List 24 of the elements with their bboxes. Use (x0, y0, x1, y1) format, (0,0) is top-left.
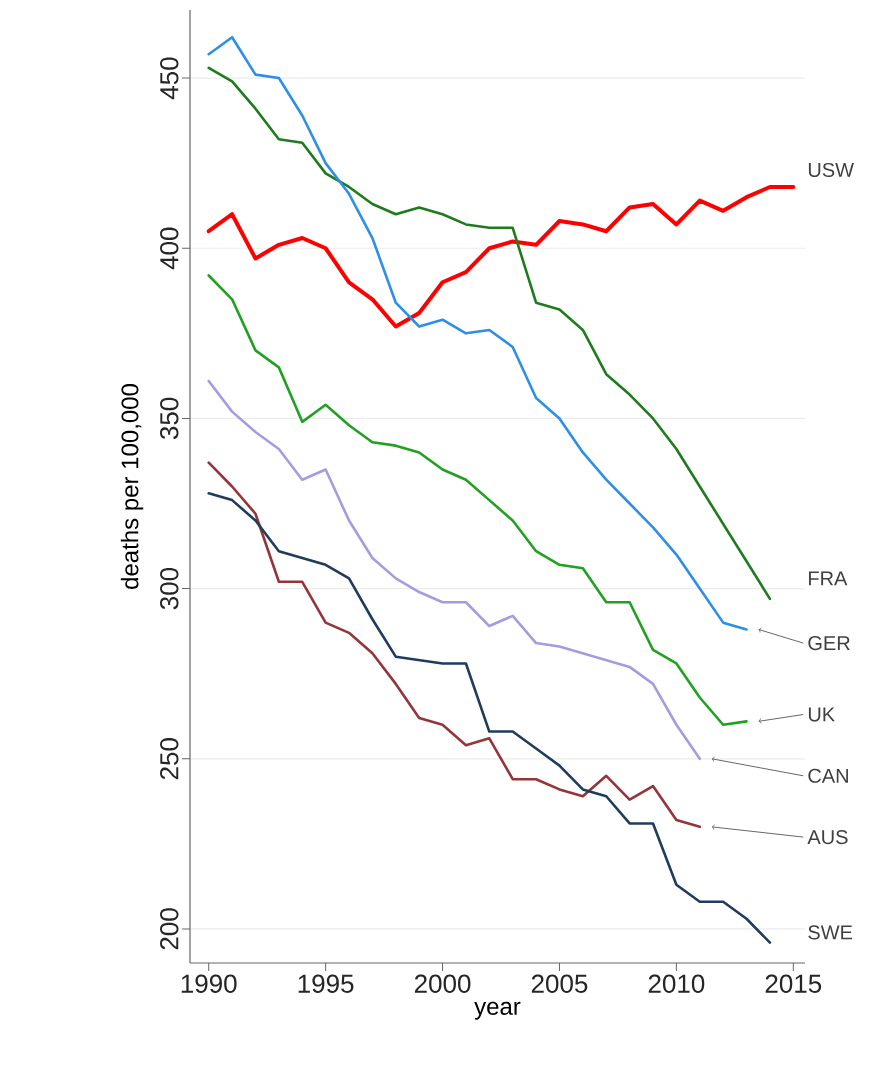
x-tick-label: 1995 (298, 974, 354, 993)
y-tick-label: 200 (160, 908, 179, 950)
text: FRA (809, 571, 848, 586)
y-tick-label: 450 (160, 57, 179, 100)
y-axis-title: deaths per 100,000 (120, 384, 144, 589)
y-tick-label: 250 (160, 738, 179, 780)
x-tick-label: 2000 (414, 974, 471, 993)
x-tick-label: 2010 (648, 974, 705, 993)
series-label: SWE (808, 925, 853, 940)
text: AUS (807, 829, 848, 845)
x-tick-label: 2015 (765, 974, 822, 993)
y-tick-label: 300 (160, 567, 179, 610)
text: UK (808, 707, 835, 722)
text: CAN (808, 768, 848, 783)
text: GER (808, 635, 850, 651)
line-series (206, 184, 796, 329)
x-axis-title: year (474, 1001, 521, 1020)
series-label: USW (808, 162, 854, 178)
y-tick-label: 400 (160, 227, 179, 270)
x-tick-label: 2005 (531, 974, 588, 993)
line-series (207, 274, 748, 727)
y-tick-label: 350 (160, 397, 179, 440)
x-tick-label: 1990 (181, 974, 237, 993)
line-series (207, 461, 702, 829)
